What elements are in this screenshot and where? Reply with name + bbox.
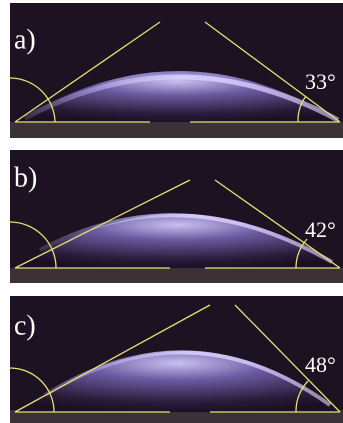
panel-b: b) 42° — [10, 150, 343, 283]
panel-label: c) — [14, 310, 36, 341]
figure: a) 33° b) 42° c) 48° — [0, 0, 343, 423]
contact-angle: 48° — [305, 352, 336, 377]
panel-a: a) 33° — [10, 3, 343, 138]
panel-label: b) — [14, 162, 37, 193]
contact-angle: 42° — [305, 217, 336, 242]
panel-label: a) — [14, 24, 36, 55]
substrate — [10, 122, 343, 138]
contact-angle: 33° — [305, 69, 336, 94]
substrate — [10, 268, 343, 283]
panel-c: c) 48° — [10, 296, 343, 423]
